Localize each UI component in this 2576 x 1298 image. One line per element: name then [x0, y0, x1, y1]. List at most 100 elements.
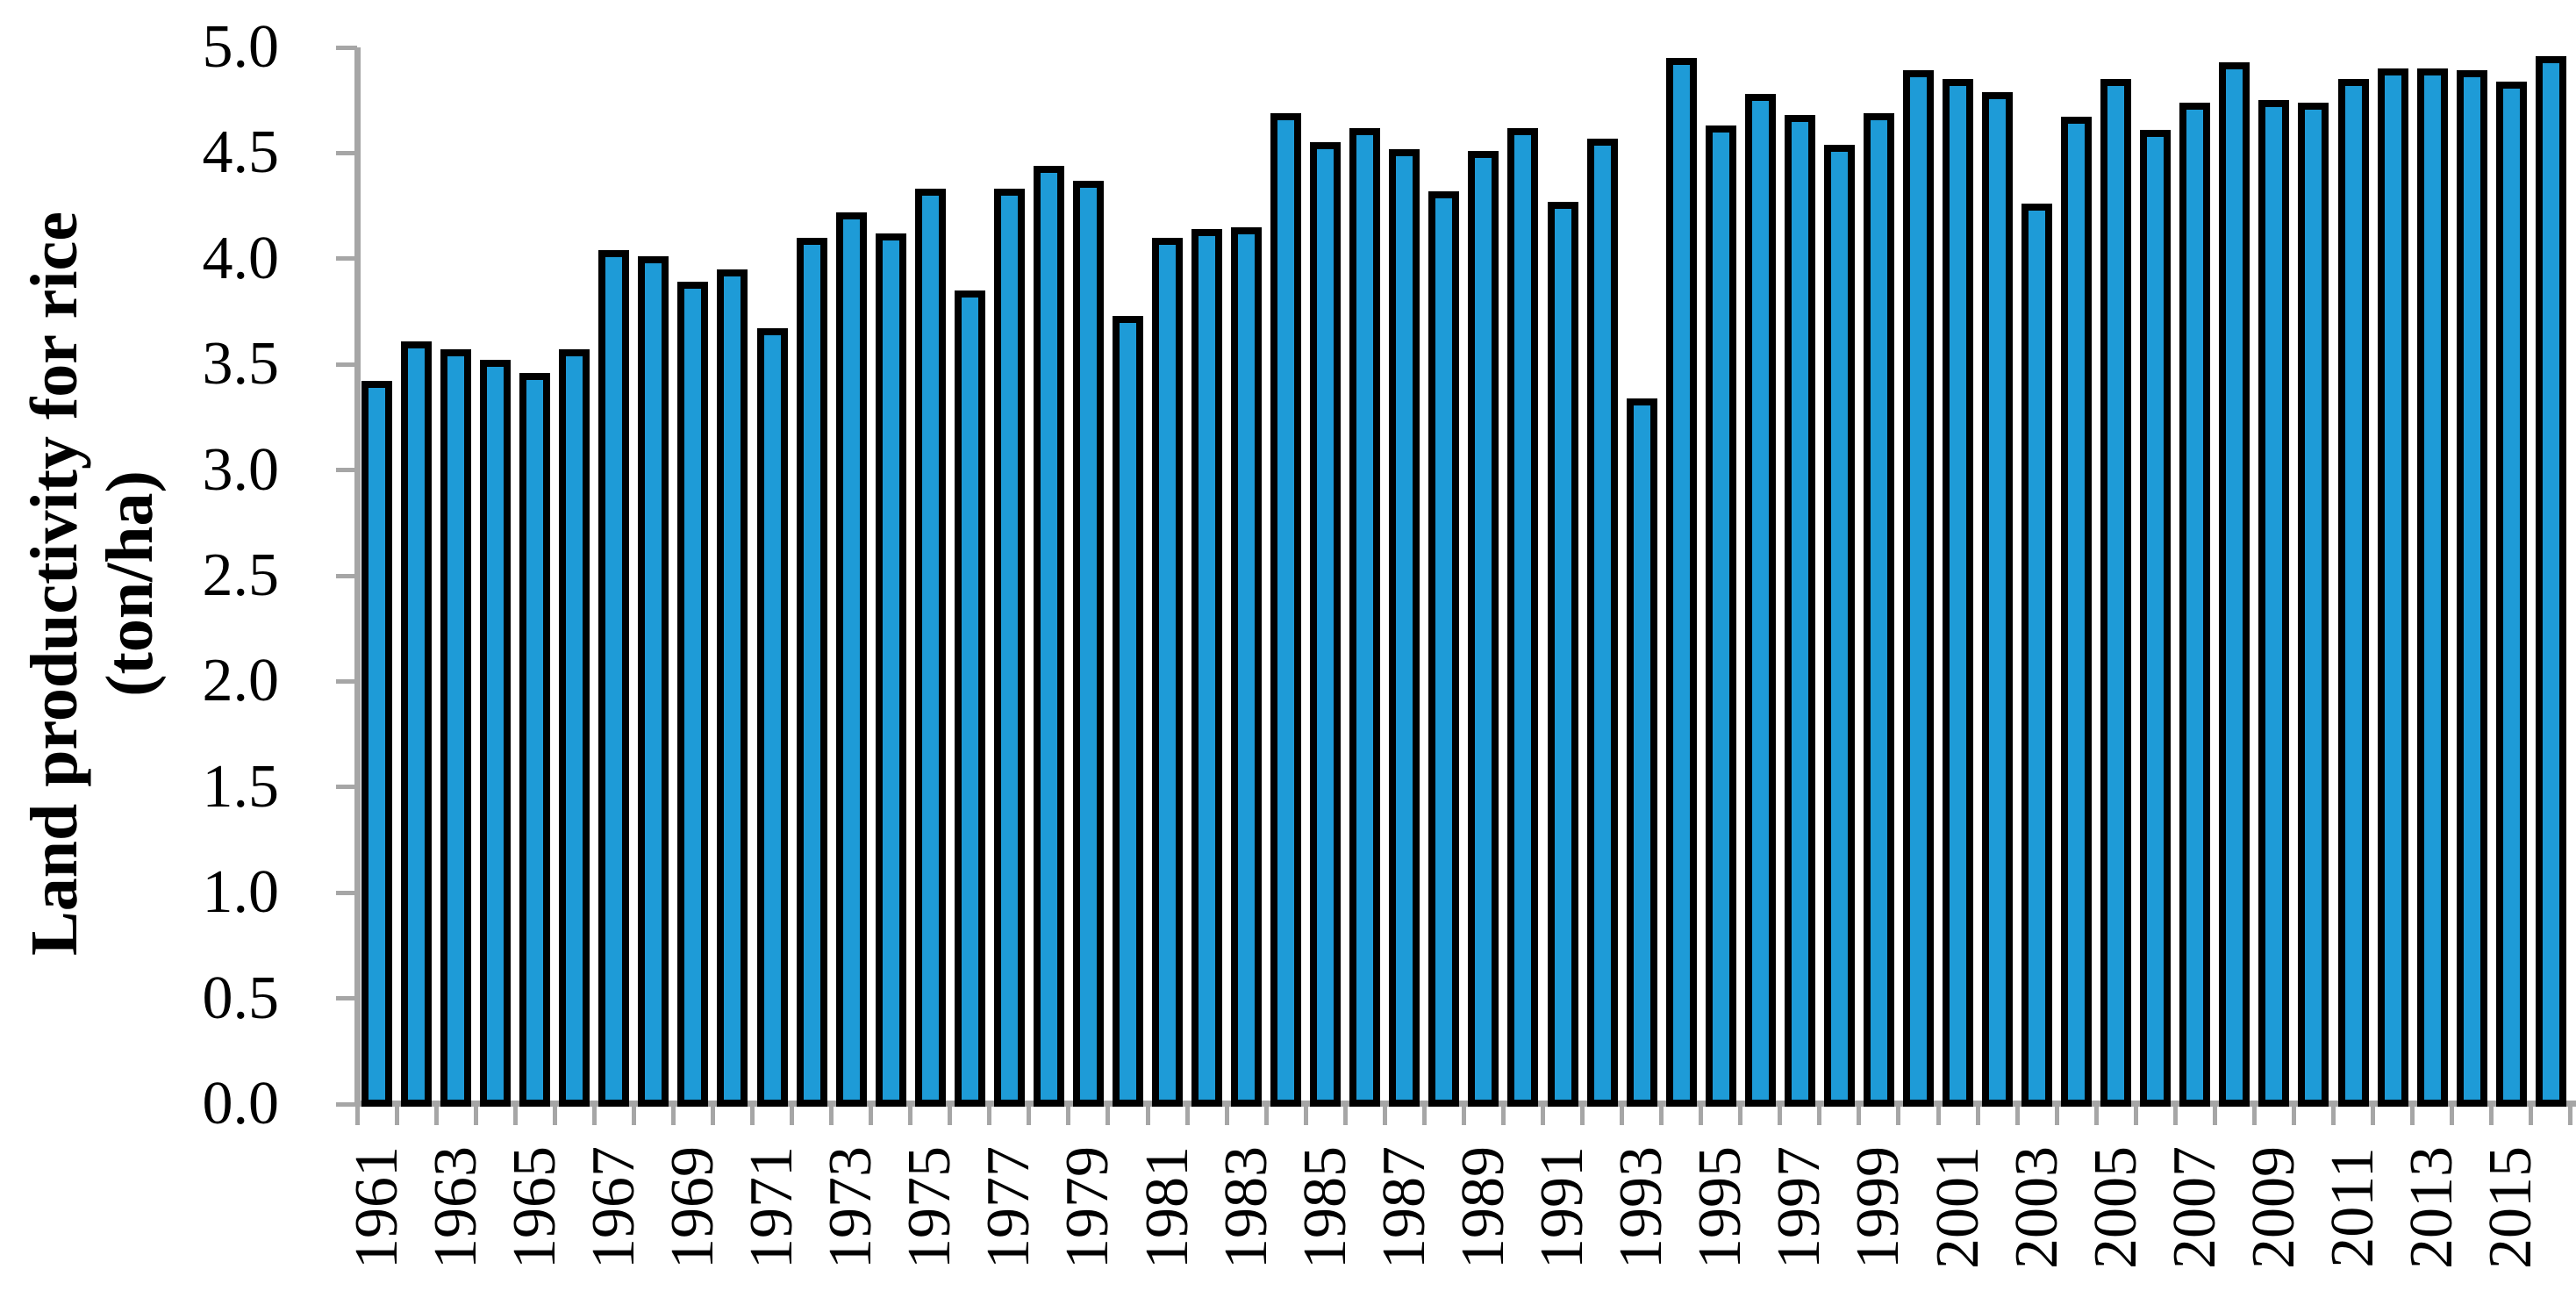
y-tick-label: 4.5 — [202, 118, 280, 187]
bar-1991 — [1547, 201, 1578, 1107]
x-tick-label-1971: 1971 — [738, 1146, 806, 1269]
bar-1989 — [1468, 150, 1499, 1107]
bar-1973 — [835, 212, 867, 1107]
x-tick-mark — [354, 1101, 360, 1125]
x-tick-label-1973: 1973 — [817, 1146, 885, 1269]
x-tick-mark — [2212, 1101, 2217, 1125]
bar-1979 — [1072, 180, 1104, 1107]
x-tick-mark — [908, 1101, 913, 1125]
x-tick-mark — [2014, 1101, 2020, 1125]
x-tick-mark — [829, 1101, 834, 1125]
bar-1974 — [875, 233, 906, 1107]
x-tick-mark — [433, 1101, 439, 1125]
x-tick-mark — [591, 1101, 597, 1125]
x-tick-mark — [1066, 1101, 1071, 1125]
bar-1995 — [1705, 125, 1736, 1107]
x-tick-mark — [2172, 1101, 2178, 1125]
y-tick-label: 0.0 — [202, 1070, 280, 1137]
bar-2012 — [2377, 68, 2408, 1107]
x-tick-label-1961: 1961 — [342, 1146, 411, 1269]
bar-1994 — [1665, 58, 1697, 1107]
y-tick-label: 1.0 — [202, 858, 280, 927]
x-tick-mark — [1778, 1101, 1783, 1125]
bar-1998 — [1823, 144, 1855, 1107]
bar-1984 — [1270, 112, 1302, 1107]
bar-2000 — [1902, 70, 1934, 1107]
x-tick-mark — [1738, 1101, 1743, 1125]
x-tick-mark — [670, 1101, 676, 1125]
y-tick-mark — [336, 1101, 357, 1107]
y-tick-label: 0.5 — [202, 964, 280, 1032]
bar-1982 — [1191, 229, 1223, 1107]
bar-1963 — [440, 349, 472, 1107]
y-tick-mark — [336, 362, 357, 367]
bar-1967 — [598, 250, 630, 1107]
y-tick-mark — [336, 785, 357, 790]
x-tick-mark — [2489, 1101, 2494, 1125]
bar-1965 — [519, 372, 551, 1107]
bar-2015 — [2495, 81, 2527, 1107]
x-tick-mark — [1027, 1101, 1032, 1125]
bar-1992 — [1586, 138, 1618, 1107]
x-tick-label-2003: 2003 — [2002, 1146, 2071, 1269]
x-tick-label-1997: 1997 — [1765, 1146, 1834, 1269]
x-tick-label-1969: 1969 — [658, 1146, 726, 1269]
bar-2002 — [1982, 91, 2014, 1107]
bar-2009 — [2258, 100, 2290, 1107]
bar-1993 — [1626, 398, 1657, 1107]
bar-1971 — [756, 328, 788, 1107]
bar-2006 — [2140, 129, 2172, 1107]
x-tick-mark — [710, 1101, 715, 1125]
y-tick-mark — [336, 996, 357, 1001]
x-tick-mark — [2054, 1101, 2059, 1125]
x-tick-mark — [1541, 1101, 1545, 1125]
y-tick-label: 3.5 — [202, 330, 280, 398]
x-tick-mark — [552, 1101, 557, 1125]
y-tick-label: 1.5 — [202, 752, 280, 821]
bar-2010 — [2298, 102, 2329, 1107]
x-tick-mark — [1421, 1101, 1427, 1125]
x-tick-mark — [948, 1101, 953, 1125]
bar-1996 — [1744, 93, 1776, 1107]
x-tick-mark — [1184, 1101, 1190, 1125]
bar-2014 — [2456, 70, 2487, 1107]
bar-1962 — [401, 341, 433, 1107]
bar-1987 — [1389, 148, 1420, 1107]
bar-1988 — [1428, 190, 1460, 1107]
x-tick-label-1983: 1983 — [1212, 1146, 1280, 1269]
x-tick-mark — [1342, 1101, 1348, 1125]
bar-2005 — [2100, 79, 2132, 1107]
x-tick-label-1963: 1963 — [421, 1146, 490, 1269]
bar-1986 — [1349, 127, 1381, 1107]
bar-2016 — [2535, 55, 2566, 1107]
x-tick-mark — [1620, 1101, 1625, 1125]
x-tick-mark — [1263, 1101, 1269, 1125]
bar-1969 — [677, 282, 709, 1107]
x-tick-mark — [1659, 1101, 1664, 1125]
bar-1977 — [993, 189, 1025, 1107]
x-tick-label-1993: 1993 — [1607, 1146, 1676, 1269]
bar-2004 — [2061, 117, 2093, 1107]
x-tick-label-2005: 2005 — [2081, 1146, 2150, 1269]
x-tick-mark — [1975, 1101, 1980, 1125]
x-tick-mark — [2450, 1101, 2455, 1125]
x-tick-label-2007: 2007 — [2160, 1146, 2229, 1269]
x-tick-label-2015: 2015 — [2477, 1146, 2545, 1269]
x-tick-label-1999: 1999 — [1844, 1146, 1913, 1269]
x-tick-label-2009: 2009 — [2239, 1146, 2308, 1269]
x-tick-mark — [1580, 1101, 1585, 1125]
x-tick-mark — [2331, 1101, 2336, 1125]
x-tick-label-1995: 1995 — [1686, 1146, 1755, 1269]
x-tick-mark — [2568, 1101, 2573, 1125]
x-tick-mark — [631, 1101, 636, 1125]
bar-1961 — [361, 381, 392, 1107]
bar-1980 — [1112, 315, 1143, 1107]
x-tick-mark — [1857, 1101, 1862, 1125]
x-tick-mark — [869, 1101, 874, 1125]
bar-1999 — [1863, 112, 1894, 1107]
x-tick-label-1967: 1967 — [579, 1146, 648, 1269]
bar-2008 — [2219, 61, 2250, 1107]
x-tick-mark — [2410, 1101, 2415, 1125]
bar-1978 — [1033, 165, 1064, 1107]
